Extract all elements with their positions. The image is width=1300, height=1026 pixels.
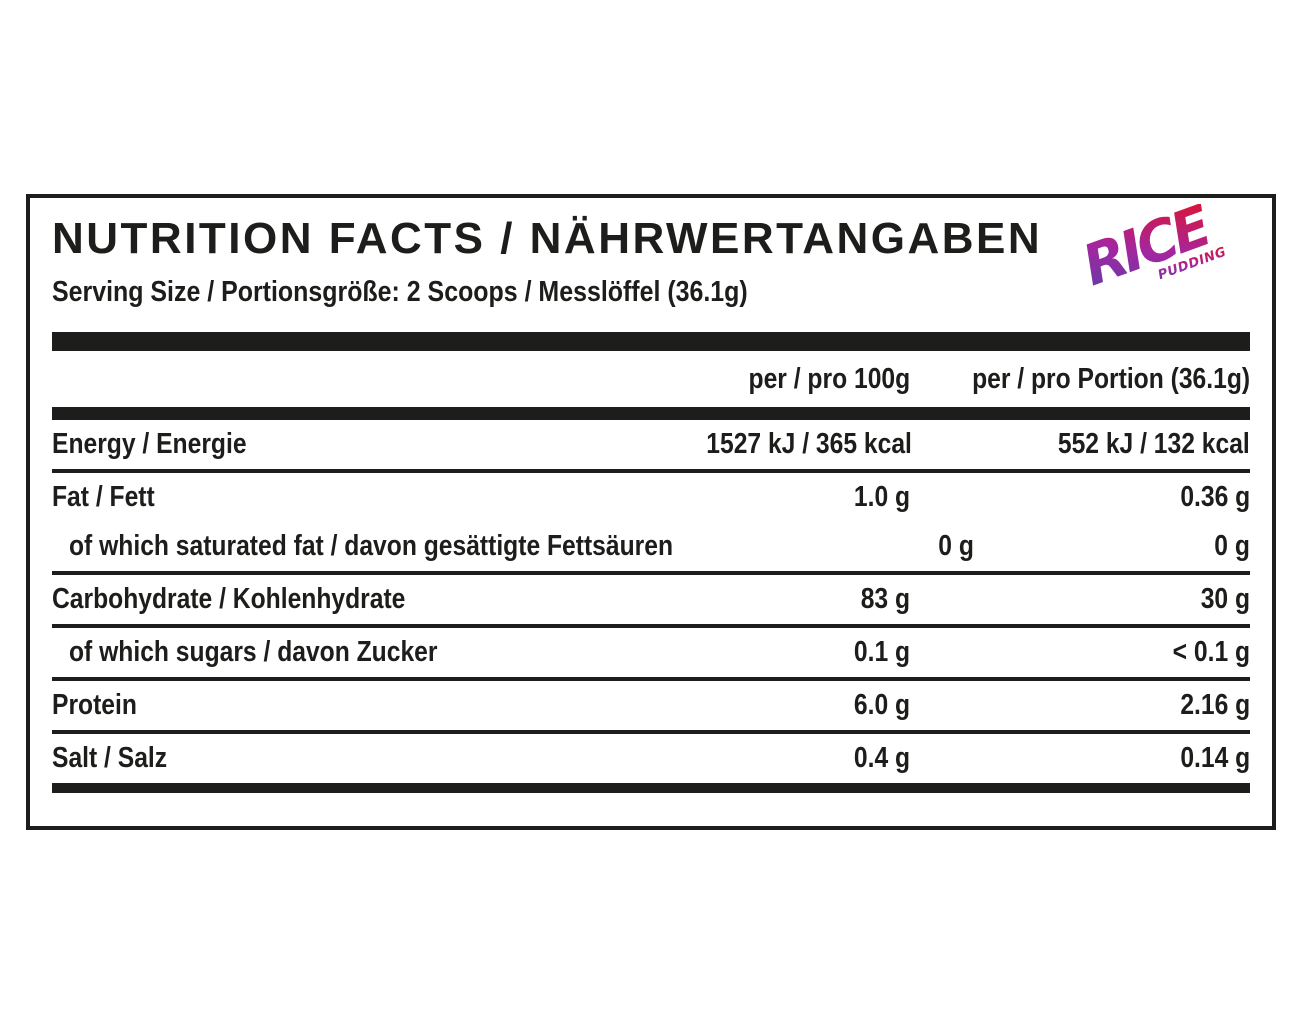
label-content: NUTRITION FACTS / NÄHRWERTANGABEN Servin… <box>52 198 1250 826</box>
value-per-portion: 2.16 g <box>1180 689 1250 721</box>
value-per-portion: 0.14 g <box>1180 742 1250 774</box>
value-per-portion: 0 g <box>1214 530 1250 562</box>
nutrient-label: Fat / Fett <box>52 481 155 513</box>
value-per-100g: 0.1 g <box>853 636 910 668</box>
divider-thick-header <box>52 407 1250 420</box>
label-title: NUTRITION FACTS / NÄHRWERTANGABEN <box>52 214 1043 263</box>
value-per-100g: 83 g <box>860 583 910 615</box>
nutrient-label: Carbohydrate / Kohlenhydrate <box>52 583 406 615</box>
column-header-row: per / pro 100g per / pro Portion (36.1g) <box>52 354 1250 404</box>
value-per-100g: 1527 kJ / 365 kcal <box>706 428 912 460</box>
nutrient-label: Salt / Salz <box>52 742 168 774</box>
divider-thick-top <box>52 332 1250 351</box>
nutrient-label: of which saturated fat / davon gesättigt… <box>69 530 674 562</box>
column-header-per-portion: per / pro Portion (36.1g) <box>971 362 1250 395</box>
value-per-portion: 552 kJ / 132 kcal <box>1058 428 1250 460</box>
nutrition-row: Salt / Salz 0.4 g 0.14 g <box>52 734 1250 783</box>
value-per-portion: 0.36 g <box>1180 481 1250 513</box>
value-per-100g: 0.4 g <box>853 742 910 774</box>
divider-thick-bottom <box>52 783 1250 793</box>
nutrition-row: Energy / Energie 1527 kJ / 365 kcal 552 … <box>52 420 1250 473</box>
value-per-portion: < 0.1 g <box>1172 636 1250 668</box>
column-header-per-100g: per / pro 100g <box>748 362 910 395</box>
nutrition-row: of which sugars / davon Zucker 0.1 g < 0… <box>52 628 1250 681</box>
nutrition-row: Protein 6.0 g 2.16 g <box>52 681 1250 734</box>
serving-size-line: Serving Size / Portionsgröße: 2 Scoops /… <box>52 276 748 308</box>
nutrient-label: Protein <box>52 689 137 721</box>
nutrient-label: Energy / Energie <box>52 428 247 460</box>
nutrient-label: of which sugars / davon Zucker <box>69 636 438 668</box>
nutrition-row: Carbohydrate / Kohlenhydrate 83 g 30 g <box>52 575 1250 628</box>
value-per-100g: 0 g <box>938 530 975 562</box>
nutrition-label: NUTRITION FACTS / NÄHRWERTANGABEN Servin… <box>26 194 1276 830</box>
value-per-100g: 6.0 g <box>853 689 910 721</box>
value-per-100g: 1.0 g <box>853 481 910 513</box>
logo-brand-text: RICE <box>1082 204 1220 299</box>
rice-pudding-logo: RICE PUDDING <box>1082 204 1228 299</box>
nutrition-row: of which saturated fat / davon gesättigt… <box>52 522 1250 575</box>
nutrition-row: Fat / Fett 1.0 g 0.36 g <box>52 473 1250 522</box>
value-per-portion: 30 g <box>1200 583 1250 615</box>
nutrition-rows: Energy / Energie 1527 kJ / 365 kcal 552 … <box>52 420 1250 793</box>
